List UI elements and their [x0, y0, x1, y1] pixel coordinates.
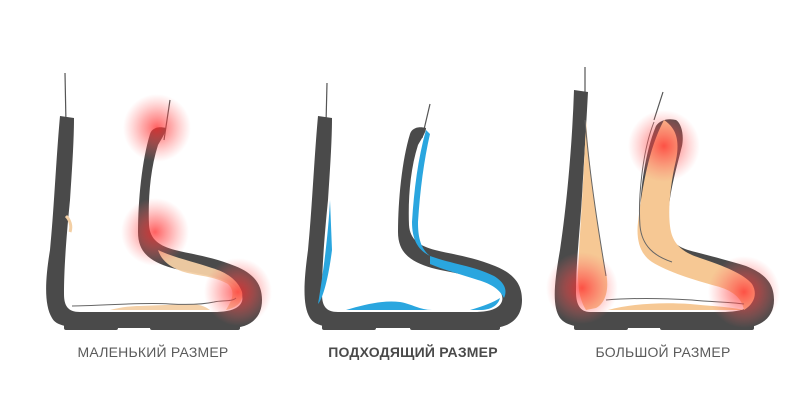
fitting-liner-sole [346, 301, 432, 310]
small-sole-tread [64, 324, 118, 330]
large-size-boot [546, 67, 780, 330]
fitting-foot-front-line [325, 82, 328, 125]
large-pressure-toe [708, 256, 780, 328]
large-pressure-heel [546, 252, 618, 324]
fitting-liner-top [430, 256, 506, 298]
small-size-boot [46, 72, 272, 330]
small-foot-front-line [64, 72, 67, 125]
fitting-liner-heel [318, 200, 332, 304]
caption-small-size: МАЛЕНЬКИЙ РАЗМЕР [77, 344, 229, 360]
caption-fitting-size: ПОДХОДЯЩИЙ РАЗМЕР [328, 344, 498, 360]
small-pressure-ankle [121, 198, 189, 266]
large-pressure-shin [628, 110, 700, 182]
large-sole-tread [574, 324, 628, 330]
fitting-liner-back [412, 130, 430, 256]
fitting-liner-toe [470, 298, 500, 310]
fitting-size-boot [304, 82, 522, 330]
small-pressure-shin [123, 94, 191, 162]
fitting-sole-tread [322, 324, 376, 330]
large-gap-sole [608, 303, 744, 310]
small-heel-strip [64, 214, 73, 233]
small-gap-area [110, 250, 243, 310]
caption-large-size: БОЛЬШОЙ РАЗМЕР [595, 344, 731, 360]
large-sole-tread-2 [660, 324, 754, 330]
small-pressure-toe [204, 258, 272, 326]
fitting-sole-tread-2 [410, 324, 500, 330]
small-sole-tread-2 [150, 324, 240, 330]
